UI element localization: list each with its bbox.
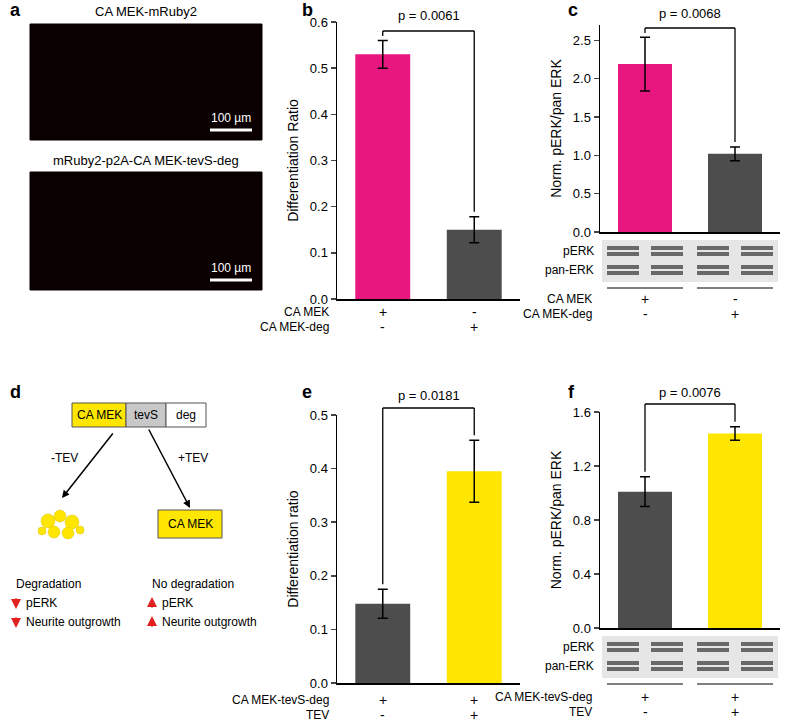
svg-text:0.4: 0.4 xyxy=(310,461,328,476)
svg-text:pan-ERK: pan-ERK xyxy=(545,263,594,277)
svg-text:CA MEK: CA MEK xyxy=(168,517,213,531)
svg-text:100 µm: 100 µm xyxy=(211,111,251,125)
svg-text:0.0: 0.0 xyxy=(573,225,591,240)
svg-text:+: + xyxy=(379,304,387,320)
svg-text:1.5: 1.5 xyxy=(573,110,591,125)
svg-text:0.4: 0.4 xyxy=(573,567,591,582)
svg-text:0.1: 0.1 xyxy=(310,245,328,260)
svg-text:100 µm: 100 µm xyxy=(211,261,251,275)
svg-text:0.6: 0.6 xyxy=(310,15,328,30)
svg-text:Degradation: Degradation xyxy=(16,577,81,591)
svg-text:-: - xyxy=(643,306,648,322)
svg-text:CA MEK: CA MEK xyxy=(547,292,592,306)
svg-text:+: + xyxy=(731,689,739,705)
svg-text:0.4: 0.4 xyxy=(310,107,328,122)
svg-text:Norm. pERK/pan ERK: Norm. pERK/pan ERK xyxy=(548,450,564,589)
svg-text:pERK: pERK xyxy=(26,596,57,610)
svg-text:-: - xyxy=(472,304,477,320)
svg-text:0.1: 0.1 xyxy=(310,622,328,637)
svg-text:p = 0.0061: p = 0.0061 xyxy=(398,8,460,23)
svg-text:0.0: 0.0 xyxy=(573,621,591,636)
svg-text:No degradation: No degradation xyxy=(152,577,234,591)
svg-text:TEV: TEV xyxy=(569,705,592,719)
svg-text:d: d xyxy=(10,382,21,402)
svg-text:-TEV: -TEV xyxy=(51,451,78,465)
svg-text:Neurite outgrowth: Neurite outgrowth xyxy=(26,615,121,629)
svg-text:tevS: tevS xyxy=(134,408,158,422)
svg-text:0.5: 0.5 xyxy=(310,408,328,423)
svg-text:0.2: 0.2 xyxy=(310,199,328,214)
svg-text:0.0: 0.0 xyxy=(310,676,328,691)
svg-text:0.2: 0.2 xyxy=(310,568,328,583)
svg-text:-: - xyxy=(380,707,385,723)
svg-text:1.0: 1.0 xyxy=(573,148,591,163)
svg-text:pERK: pERK xyxy=(563,640,594,654)
svg-text:1.2: 1.2 xyxy=(573,459,591,474)
svg-text:-: - xyxy=(380,319,385,335)
svg-text:TEV: TEV xyxy=(306,708,329,722)
svg-text:2.0: 2.0 xyxy=(573,71,591,86)
svg-text:p = 0.0068: p = 0.0068 xyxy=(659,6,721,21)
svg-text:+TEV: +TEV xyxy=(178,451,208,465)
svg-text:0.3: 0.3 xyxy=(310,515,328,530)
svg-text:+: + xyxy=(731,704,739,720)
svg-text:+: + xyxy=(470,319,478,335)
svg-text:2.5: 2.5 xyxy=(573,33,591,48)
svg-text:0.0: 0.0 xyxy=(310,292,328,307)
svg-text:p = 0.0181: p = 0.0181 xyxy=(398,388,460,403)
svg-text:+: + xyxy=(641,291,649,307)
svg-text:CA MEK: CA MEK xyxy=(284,305,329,319)
svg-text:0.5: 0.5 xyxy=(310,61,328,76)
svg-text:pan-ERK: pan-ERK xyxy=(545,659,594,673)
svg-text:0.8: 0.8 xyxy=(573,513,591,528)
svg-text:CA MEK-tevS-deg: CA MEK-tevS-deg xyxy=(495,690,592,704)
svg-text:pERK: pERK xyxy=(162,596,193,610)
svg-text:CA MEK-deg: CA MEK-deg xyxy=(523,307,592,321)
svg-text:+: + xyxy=(379,692,387,708)
svg-text:CA MEK: CA MEK xyxy=(77,408,122,422)
svg-text:c: c xyxy=(568,0,578,20)
svg-text:+: + xyxy=(470,707,478,723)
svg-text:Neurite outgrowth: Neurite outgrowth xyxy=(162,615,257,629)
svg-text:Differentiation ratio: Differentiation ratio xyxy=(285,490,301,607)
svg-text:a: a xyxy=(10,0,21,20)
svg-text:pERK: pERK xyxy=(563,244,594,258)
svg-text:CA MEK-deg: CA MEK-deg xyxy=(260,320,329,334)
svg-text:0.5: 0.5 xyxy=(573,186,591,201)
svg-text:+: + xyxy=(470,692,478,708)
svg-text:Differentiation Ratio: Differentiation Ratio xyxy=(285,99,301,222)
svg-text:+: + xyxy=(731,306,739,322)
svg-text:-: - xyxy=(643,704,648,720)
svg-text:CA MEK-mRuby2: CA MEK-mRuby2 xyxy=(95,4,197,19)
svg-text:-: - xyxy=(733,291,738,307)
svg-text:1.6: 1.6 xyxy=(573,405,591,420)
svg-text:p = 0.0076: p = 0.0076 xyxy=(659,385,721,400)
svg-text:+: + xyxy=(641,689,649,705)
svg-text:e: e xyxy=(302,382,312,402)
svg-text:f: f xyxy=(568,382,575,402)
svg-text:CA MEK-tevS-deg: CA MEK-tevS-deg xyxy=(232,693,329,707)
svg-text:0.3: 0.3 xyxy=(310,153,328,168)
svg-text:deg: deg xyxy=(176,408,196,422)
svg-text:Norm. pERK/pan ERK: Norm. pERK/pan ERK xyxy=(548,59,564,198)
svg-text:b: b xyxy=(302,0,313,20)
svg-text:mRuby2-p2A-CA MEK-tevS-deg: mRuby2-p2A-CA MEK-tevS-deg xyxy=(53,153,239,168)
